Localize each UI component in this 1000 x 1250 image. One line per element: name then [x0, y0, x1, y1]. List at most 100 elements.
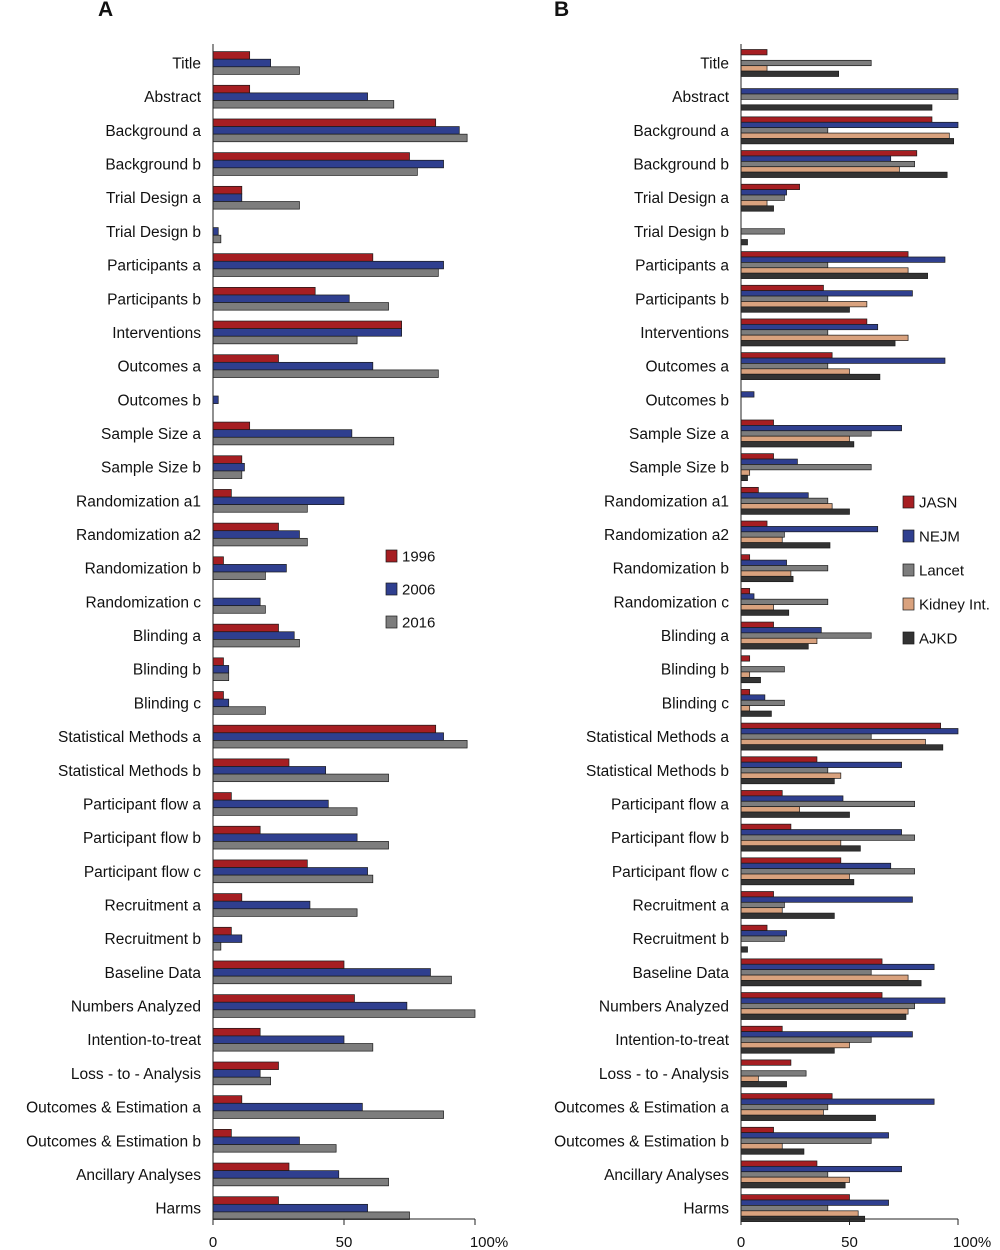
bar-numbers-analyzed-2006 [212, 1001, 408, 1011]
bar-statistical-methods-b-1996 [212, 758, 290, 767]
bar-title-lancet [740, 59, 872, 67]
bar-harms-jasn [740, 1194, 850, 1201]
category-label-participant-flow-c: Participant flow c [84, 864, 201, 881]
legend-label-ajkd: AJKD [919, 631, 958, 648]
bar-blinding-b-ajkd [740, 676, 761, 684]
bar-recruitment-a-kidney-int [740, 907, 783, 914]
bar-harms-kidney-int [740, 1210, 859, 1217]
bar-outcomes-estimation-a-2006 [212, 1102, 363, 1112]
legend-swatch-2016 [385, 615, 398, 629]
bar-blinding-a-2016 [212, 639, 300, 648]
bar-loss-to-analysis-ajkd [740, 1081, 787, 1088]
bar-harms-nejm [740, 1199, 889, 1206]
bar-participant-flow-b-kidney-int [740, 839, 842, 847]
bar-outcomes-estimation-a-ajkd [740, 1114, 876, 1121]
category-label-randomization-a1: Randomization a1 [604, 493, 729, 510]
bar-recruitment-a-lancet [740, 901, 785, 909]
bar-randomization-a2-2016 [212, 537, 308, 547]
bar-background-a-1996 [212, 118, 437, 127]
category-label-blinding-c: Blinding c [134, 695, 201, 712]
bar-statistical-methods-a-nejm [740, 728, 959, 735]
bar-title-2006 [212, 58, 271, 68]
bar-ancillary-analyses-lancet [740, 1171, 829, 1178]
bar-statistical-methods-a-1996 [212, 724, 437, 734]
bar-background-b-kidney-int [740, 166, 900, 173]
bar-trial-design-a-2006 [212, 193, 243, 202]
bar-trial-design-b-2016 [212, 234, 222, 244]
bar-participant-flow-a-jasn [740, 790, 783, 797]
bar-randomization-b-nejm [740, 559, 787, 566]
x-tick-label: 50 [841, 1234, 858, 1250]
bar-ancillary-analyses-ajkd [740, 1182, 846, 1189]
bar-participants-b-1996 [212, 287, 316, 296]
bar-recruitment-b-ajkd [740, 946, 748, 953]
bar-randomization-a2-ajkd [740, 542, 831, 549]
bar-outcomes-estimation-a-2016 [212, 1110, 444, 1119]
bar-title-kidney-int [740, 65, 768, 72]
bar-blinding-b-jasn [740, 655, 751, 662]
category-label-sample-size-a: Sample Size a [629, 426, 729, 443]
category-label-recruitment-a: Recruitment a [633, 898, 730, 915]
bar-blinding-c-1996 [212, 691, 224, 700]
bar-blinding-a-nejm [740, 627, 822, 634]
legend-swatch-kidney-int [902, 597, 915, 611]
category-label-loss-to-analysis: Loss - to - Analysis [599, 1066, 729, 1083]
bar-outcomes-a-ajkd [740, 373, 881, 380]
bar-background-b-lancet [740, 160, 915, 168]
bar-intention-to-treat-1996 [212, 1027, 261, 1037]
category-label-blinding-a: Blinding a [661, 628, 729, 645]
bar-participants-a-ajkd [740, 272, 928, 279]
category-label-ancillary-analyses: Ancillary Analyses [604, 1167, 729, 1184]
bar-statistical-methods-b-jasn [740, 756, 818, 763]
bar-background-b-ajkd [740, 171, 948, 178]
bar-randomization-c-2006 [212, 597, 261, 607]
bar-randomization-a2-jasn [740, 520, 768, 527]
bar-intention-to-treat-ajkd [740, 1047, 835, 1054]
bar-interventions-ajkd [740, 340, 896, 347]
category-label-numbers-analyzed: Numbers Analyzed [599, 999, 729, 1016]
category-label-harms: Harms [155, 1201, 201, 1218]
bar-interventions-lancet [740, 329, 829, 336]
bar-interventions-1996 [212, 320, 402, 329]
bar-sample-size-a-jasn [740, 419, 774, 426]
bar-recruitment-a-jasn [740, 891, 774, 898]
bar-sample-size-a-2016 [212, 436, 395, 446]
category-label-randomization-c: Randomization c [86, 594, 202, 611]
bar-ancillary-analyses-kidney-int [740, 1176, 850, 1183]
bar-numbers-analyzed-ajkd [740, 1013, 907, 1020]
category-label-randomization-b: Randomization b [613, 561, 729, 578]
bar-participant-flow-c-ajkd [740, 879, 855, 886]
bar-participants-b-lancet [740, 295, 829, 302]
bar-randomization-b-1996 [212, 556, 224, 565]
bar-participant-flow-a-lancet [740, 800, 915, 808]
bar-statistical-methods-b-nejm [740, 761, 902, 768]
bar-blinding-a-lancet [740, 632, 872, 639]
bar-outcomes-estimation-a-kidney-int [740, 1109, 824, 1116]
bar-blinding-c-2006 [212, 698, 230, 708]
bar-blinding-c-2016 [212, 706, 266, 715]
bar-participant-flow-b-1996 [212, 825, 261, 835]
bar-background-a-jasn [740, 116, 933, 123]
bar-background-b-2006 [212, 159, 444, 169]
bar-recruitment-a-2006 [212, 900, 311, 910]
bar-baseline-data-2016 [212, 975, 452, 985]
bar-participants-a-1996 [212, 253, 374, 262]
category-label-background-a: Background a [105, 123, 201, 140]
category-label-loss-to-analysis: Loss - to - Analysis [71, 1066, 201, 1083]
bar-participants-a-lancet [740, 262, 829, 269]
bar-sample-size-b-nejm [740, 458, 798, 465]
category-label-outcomes-estimation-b: Outcomes & Estimation b [554, 1133, 729, 1150]
category-label-baseline-data: Baseline Data [632, 965, 729, 982]
category-label-recruitment-b: Recruitment b [105, 931, 201, 948]
bar-outcomes-a-lancet [740, 363, 829, 370]
category-label-abstract: Abstract [144, 89, 202, 106]
bar-participant-flow-c-nejm [740, 862, 892, 869]
category-label-outcomes-estimation-b: Outcomes & Estimation b [26, 1133, 201, 1150]
legend-label-jasn: JASN [919, 495, 957, 512]
bar-outcomes-estimation-b-2016 [212, 1144, 337, 1153]
category-label-recruitment-a: Recruitment a [105, 898, 202, 915]
bar-participant-flow-c-2006 [212, 867, 368, 876]
category-label-sample-size-b: Sample Size b [101, 460, 201, 477]
x-tick-label: 50 [336, 1234, 353, 1250]
bar-randomization-b-2016 [212, 571, 266, 580]
